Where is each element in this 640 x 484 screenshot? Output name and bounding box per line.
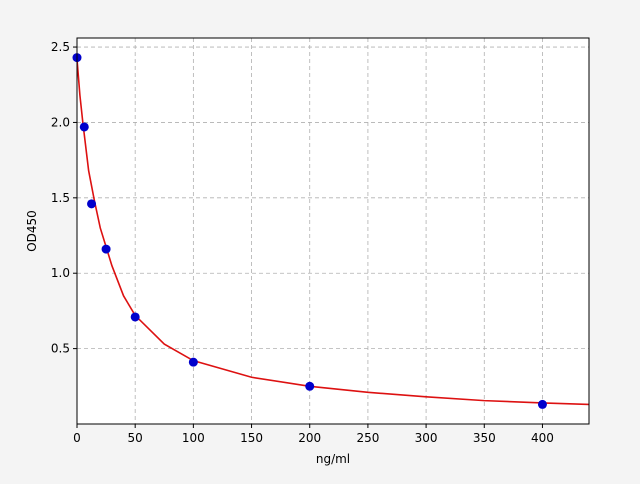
x-tick-label: 150 <box>240 431 263 445</box>
data-point <box>537 399 547 409</box>
fit-curve <box>76 59 590 406</box>
x-tick-label: 200 <box>298 431 321 445</box>
y-axis-label: OD450 <box>25 210 39 252</box>
data-point <box>305 381 315 391</box>
x-tick-label: 100 <box>182 431 205 445</box>
data-point <box>87 199 97 209</box>
x-axis-label: ng/ml <box>316 452 350 466</box>
y-tick-label: 2.0 <box>51 115 70 129</box>
data-point <box>101 244 111 254</box>
y-tick-label: 2.5 <box>51 40 70 54</box>
x-tick-label: 50 <box>128 431 143 445</box>
x-tick-label: 400 <box>531 431 554 445</box>
y-tick-label: 1.0 <box>51 266 70 280</box>
y-tick-label: 0.5 <box>51 342 70 356</box>
data-point <box>79 122 89 132</box>
x-tick-label: 0 <box>73 431 81 445</box>
axes-frame <box>76 37 590 425</box>
y-tick-label: 1.5 <box>51 191 70 205</box>
data-point <box>188 357 198 367</box>
x-tick-label: 350 <box>473 431 496 445</box>
data-point <box>130 312 140 322</box>
x-tick-label: 300 <box>415 431 438 445</box>
plot-area <box>77 38 589 424</box>
x-tick-label: 250 <box>356 431 379 445</box>
